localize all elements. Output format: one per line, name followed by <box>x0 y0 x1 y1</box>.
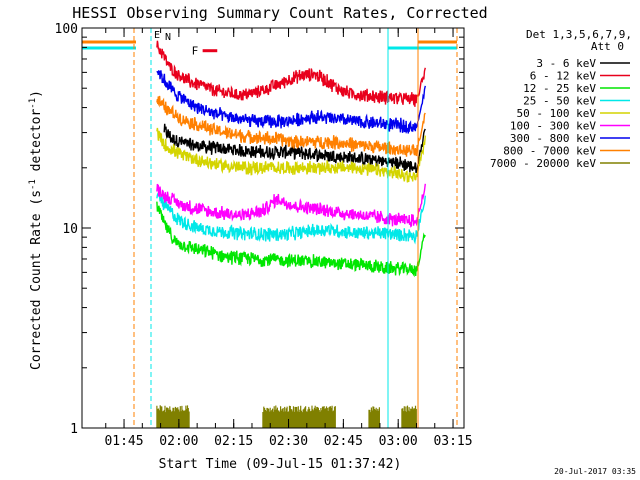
legend-label-2: 12 - 25 keV <box>523 82 596 95</box>
series-group <box>82 28 458 428</box>
legend-label-0: 3 - 6 keV <box>536 57 596 70</box>
axes: 1 10 100 01:45 02:00 02:15 02:30 02:45 03:00 03:1… <box>55 22 473 449</box>
x-axis-label: Start Time (09-Jul-15 01:37:42) <box>159 457 402 472</box>
series-line-0 <box>163 123 426 174</box>
x-tick-label-0: 01:45 <box>104 434 143 449</box>
x-tick-label-2: 02:15 <box>214 434 253 449</box>
series-line-5 <box>156 183 426 228</box>
y-tick-label-1: 10 <box>62 222 78 237</box>
legend-header-line2: Att 0 <box>591 40 624 53</box>
legend-label-3: 25 - 50 keV <box>523 95 596 108</box>
flare-marker-label: F <box>192 45 199 58</box>
legend-label-7: 800 - 7000 keV <box>503 145 596 158</box>
x-tick-label-1: 02:00 <box>159 434 198 449</box>
series-line-1 <box>156 40 426 107</box>
series-line-7 <box>156 95 426 157</box>
footer-date: 20-Jul-2017 03:35 <box>554 467 636 476</box>
series-line-4 <box>156 127 426 183</box>
legend-label-5: 100 - 300 keV <box>510 120 596 133</box>
y-tick-label-2: 100 <box>55 22 78 37</box>
x-tick-label-6: 03:15 <box>433 434 472 449</box>
plot-area: F E N <box>82 28 458 428</box>
series-line-6 <box>156 70 426 135</box>
x-tick-label-4: 02:45 <box>324 434 363 449</box>
legend-header-line1: Det 1,3,5,6,7,9, <box>526 28 632 41</box>
x-tick-label-3: 02:30 <box>269 434 308 449</box>
legend-label-6: 300 - 800 keV <box>510 132 596 145</box>
legend-label-8: 7000 - 20000 keV <box>490 157 596 170</box>
series-line-2 <box>156 201 426 278</box>
y-tick-label-0: 1 <box>70 422 78 437</box>
edge-annotation-N: N <box>165 32 171 43</box>
series-line-3 <box>156 190 426 245</box>
x-tick-label-5: 03:00 <box>379 434 418 449</box>
legend-label-4: 50 - 100 keV <box>517 107 597 120</box>
series-line-8 <box>156 405 417 428</box>
edge-annotation-E: E <box>154 30 160 41</box>
legend-label-1: 6 - 12 keV <box>530 70 597 83</box>
y-axis-label: Corrected Count Rate (s-1 detector-1) <box>28 90 44 370</box>
chart-title: HESSI Observing Summary Count Rates, Cor… <box>72 4 487 22</box>
